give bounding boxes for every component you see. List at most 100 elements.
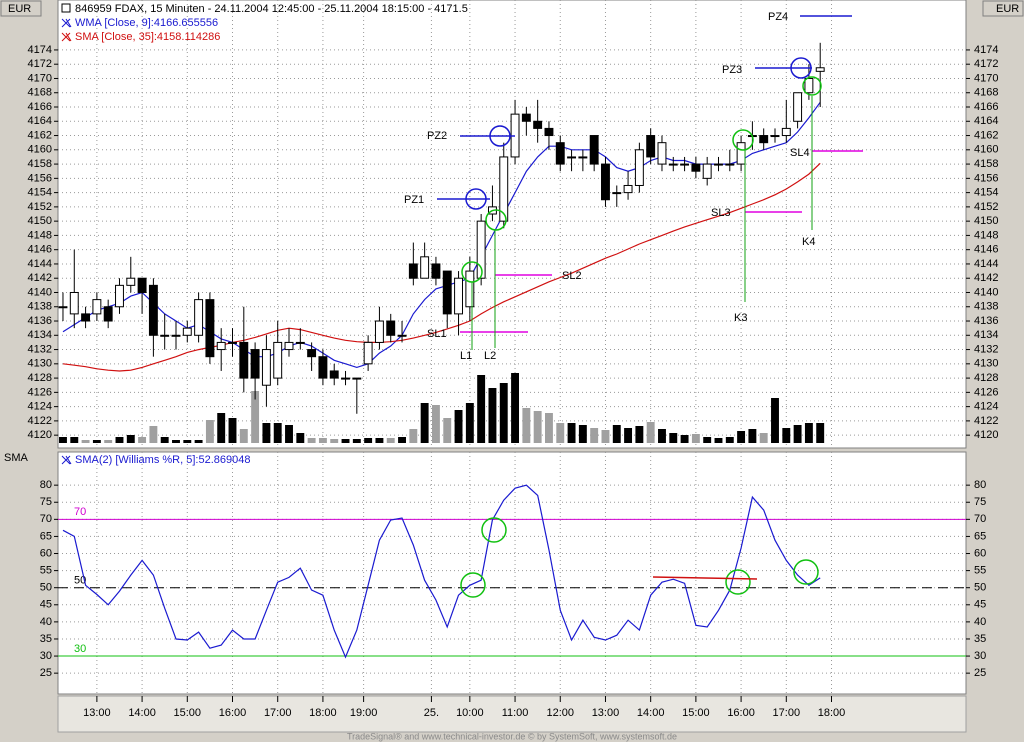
- candle-body: [442, 270, 452, 315]
- annotation: SL2: [562, 270, 582, 282]
- candle-body: [646, 135, 656, 158]
- y-tick-label: 4150: [974, 215, 998, 227]
- y-tick-label: 4172: [28, 58, 52, 70]
- y-tick-label: 4120: [28, 429, 52, 441]
- indicator-line: [62, 162, 821, 372]
- signal-circle: [461, 261, 483, 283]
- volume-bar: [669, 433, 678, 443]
- y-tick-label: 4120: [974, 429, 998, 441]
- y-tick-label: 4174: [28, 44, 52, 56]
- y-tick-label: 4124: [28, 401, 52, 413]
- y-tick-label: 45: [974, 599, 986, 611]
- y-tick-label: 70: [40, 513, 52, 525]
- y-tick-label: 4122: [974, 415, 998, 427]
- volume-bar: [149, 426, 158, 443]
- y-tick-label: 70: [974, 513, 986, 525]
- y-tick-label: 4140: [974, 286, 998, 298]
- y-tick-label: 4134: [28, 329, 52, 341]
- y-tick-label: 75: [974, 496, 986, 508]
- volume-bar: [703, 437, 712, 443]
- candle-body: [216, 341, 226, 351]
- annotation: SL1: [427, 328, 447, 340]
- target-circle: [489, 125, 511, 147]
- volume-bar: [522, 408, 531, 443]
- y-tick-label: 80: [974, 479, 986, 491]
- y-tick-label: 4174: [974, 44, 998, 56]
- volume-bar: [352, 439, 361, 443]
- volume-bar: [499, 383, 508, 443]
- x-tick-label: 17:00: [773, 707, 801, 719]
- annotation: PZ4: [768, 11, 788, 23]
- candle-body: [228, 341, 237, 344]
- y-tick-label: 35: [974, 633, 986, 645]
- unit-box: [982, 0, 1024, 17]
- volume-bar: [443, 418, 452, 443]
- volume-bar: [488, 388, 497, 443]
- y-tick-label: 4138: [974, 301, 998, 313]
- annotation: L2: [484, 350, 496, 362]
- volume-bar: [386, 438, 395, 443]
- candle-body: [69, 291, 79, 315]
- candle-body: [284, 341, 294, 351]
- legend-entry: SMA(2) [Williams %R, 5]:52.869048: [75, 454, 250, 466]
- legend-icon: [61, 455, 72, 465]
- y-tick-label: 4170: [28, 72, 52, 84]
- y-tick-label: 25: [40, 667, 52, 679]
- y-tick-label: 4140: [28, 286, 52, 298]
- y-tick-label: 75: [40, 496, 52, 508]
- y-tick-label: 4160: [28, 144, 52, 156]
- volume-bar: [375, 438, 384, 443]
- candle-body: [374, 320, 384, 343]
- y-tick-label: 30: [974, 650, 986, 662]
- volume-bar: [804, 423, 813, 443]
- y-tick-label: 35: [40, 633, 52, 645]
- grid-layer: 4120 4120 4122 4122 4124 4124 4126 4126 4128 4128…: [28, 0, 998, 719]
- candle-body: [194, 299, 204, 336]
- level-label: 70: [74, 506, 86, 518]
- volume-bar: [759, 433, 768, 443]
- volume-bar: [409, 429, 418, 443]
- legend-icon: [61, 32, 72, 42]
- level-label: 30: [74, 643, 86, 655]
- x-tick-label: 25.: [424, 707, 439, 719]
- y-tick-label: 4152: [28, 201, 52, 213]
- y-tick-label: 65: [40, 530, 52, 542]
- volume-bar: [601, 430, 610, 443]
- volume-bar: [228, 418, 237, 443]
- volume-bar: [183, 440, 192, 443]
- volume-bar: [793, 425, 802, 443]
- y-tick-label: 4144: [28, 258, 52, 270]
- y-tick-label: 4146: [28, 244, 52, 256]
- y-tick-label: 4126: [28, 386, 52, 398]
- y-tick-label: 4162: [28, 129, 52, 141]
- candle-body: [261, 349, 271, 386]
- volume-bar: [816, 423, 825, 443]
- candle-body: [363, 341, 373, 365]
- x-tick-label: 14:00: [637, 707, 665, 719]
- footer: TradeSignal® and www.technical-investor.…: [347, 731, 677, 741]
- chart-title: 846959 FDAX, 15 Minuten - 24.11.2004 12:…: [75, 3, 468, 15]
- y-tick-label: 4122: [28, 415, 52, 427]
- volume-bar: [104, 440, 113, 443]
- volume-bar: [273, 423, 282, 443]
- candle-body: [92, 299, 102, 315]
- volume-bar: [341, 439, 350, 443]
- volume-bar: [262, 423, 271, 443]
- volume-bar: [431, 405, 440, 443]
- annotation: PZ1: [404, 194, 424, 206]
- x-tick-label: 15:00: [682, 707, 710, 719]
- y-tick-label: 30: [40, 650, 52, 662]
- annotation-labels: PZ4 PZ3 PZ2 PZ1 SL1 SL2 SL3 SL4 L1 L2 K3…: [404, 11, 815, 362]
- annotation: K4: [802, 236, 815, 248]
- volume-bar: [251, 391, 260, 443]
- signal-circle: [793, 559, 819, 585]
- y-tick-label: 4138: [28, 301, 52, 313]
- y-tick-label: 40: [974, 616, 986, 628]
- candle-body: [736, 142, 746, 165]
- volume-bar: [81, 440, 90, 443]
- candle-body: [499, 156, 509, 222]
- candle-body: [295, 341, 305, 344]
- volume-bar: [70, 437, 79, 443]
- y-tick-label: 4124: [974, 401, 998, 413]
- y-tick-label: 4132: [28, 343, 52, 355]
